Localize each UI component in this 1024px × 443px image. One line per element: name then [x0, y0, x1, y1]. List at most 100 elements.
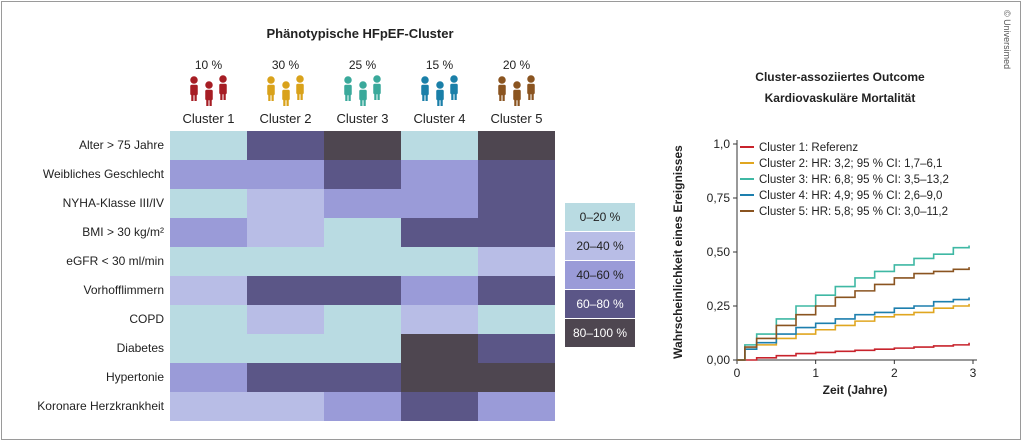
- heatmap-cell: [170, 363, 247, 392]
- row-label: Weibliches Geschlecht: [42, 167, 164, 181]
- cluster-percentage: 20 %: [502, 58, 531, 72]
- cluster-header-5: 20 % Cluster 5: [478, 58, 555, 126]
- heatmap-cell: [247, 247, 324, 276]
- row-label: Vorhofflimmern: [83, 283, 164, 297]
- heatmap-cell: [247, 392, 324, 421]
- heatmap-cell: [478, 392, 555, 421]
- heatmap-cell: [170, 334, 247, 363]
- heatmap-cell: [324, 131, 401, 160]
- heatmap-cell: [324, 276, 401, 305]
- heatmap-cell: [170, 392, 247, 421]
- heatmap-cell: [401, 160, 478, 189]
- heatmap-cell: [478, 131, 555, 160]
- series-line-2: [737, 303, 970, 361]
- heatmap-cell: [401, 276, 478, 305]
- cluster-name: Cluster 5: [490, 111, 543, 126]
- heatmap-cell: [324, 189, 401, 218]
- y-tick-label: 0,00: [707, 353, 731, 367]
- x-tick-label: 2: [891, 366, 898, 380]
- legend-item: 60–80 %: [565, 290, 635, 318]
- row-label: BMI > 30 kg/m²: [82, 225, 164, 239]
- legend-entry: Cluster 4: HR: 4,9; 95 % CI: 2,6–9,0: [759, 190, 942, 202]
- x-tick-label: 1: [812, 366, 819, 380]
- cluster-header-4: 15 % Cluster 4: [401, 58, 478, 126]
- heatmap-cell: [170, 131, 247, 160]
- cluster-header-1: 10 % Cluster 1: [170, 58, 247, 126]
- cluster-name: Cluster 3: [336, 111, 389, 126]
- cluster-name: Cluster 2: [259, 111, 312, 126]
- row-label: Diabetes: [116, 341, 164, 355]
- heatmap-cell: [401, 131, 478, 160]
- heatmap-cell: [401, 334, 478, 363]
- km-chart: 0,00 0,25 0,50 0,75 1,0 0 1 2 3 Zeit (Jahre) Wahrs…: [671, 137, 977, 397]
- legend-entry: Cluster 3: HR: 6,8; 95 % CI: 3,5–13,2: [759, 174, 949, 186]
- copyright-note: © Universimed: [1002, 8, 1016, 98]
- row-label: Koronare Herzkrankheit: [37, 399, 164, 413]
- y-tick-label: 0,75: [707, 191, 731, 205]
- x-axis-label: Zeit (Jahre): [823, 383, 888, 397]
- cluster-percentage: 25 %: [348, 58, 377, 72]
- heatmap-cell: [401, 363, 478, 392]
- copyright-text: © Universimed: [1002, 10, 1012, 70]
- heatmap-cell: [478, 189, 555, 218]
- series-line-4: [737, 297, 970, 361]
- heatmap-cell: [478, 218, 555, 247]
- heatmap-cell: [324, 363, 401, 392]
- chart-title: Cluster-assoziiertes Outcome: [755, 70, 925, 84]
- heatmap-cell: [170, 189, 247, 218]
- row-label: eGFR < 30 ml/min: [66, 254, 164, 268]
- heatmap-cell: [170, 247, 247, 276]
- chart-subtitle: Kardiovaskuläre Mortalität: [764, 91, 916, 105]
- legend-item: 40–60 %: [565, 261, 635, 289]
- heatmap-cell: [401, 189, 478, 218]
- legend-entry: Cluster 1: Referenz: [759, 142, 858, 154]
- legend-item: 0–20 %: [565, 203, 635, 231]
- heatmap-cell: [247, 160, 324, 189]
- heatmap-cell: [324, 392, 401, 421]
- cluster-percentage: 30 %: [271, 58, 300, 72]
- row-label: Alter > 75 Jahre: [78, 138, 164, 152]
- cluster-percentage: 10 %: [194, 58, 223, 72]
- legend-item: 80–100 %: [565, 319, 635, 347]
- heatmap-cell: [247, 131, 324, 160]
- heatmap-cell: [478, 247, 555, 276]
- heatmap-cell: [401, 218, 478, 247]
- cluster-name: Cluster 4: [413, 111, 466, 126]
- heatmap-cell: [401, 392, 478, 421]
- heatmap-cell: [170, 160, 247, 189]
- heatmap-cell: [324, 247, 401, 276]
- heatmap-cell: [401, 305, 478, 334]
- heatmap-cell: [170, 276, 247, 305]
- x-tick-label: 3: [970, 366, 977, 380]
- y-tick-label: 1,0: [713, 137, 730, 151]
- heatmap-cell: [247, 363, 324, 392]
- cluster-name: Cluster 1: [182, 111, 235, 126]
- heatmap-cell: [324, 160, 401, 189]
- series-line-3: [737, 245, 970, 361]
- people-icon: [266, 75, 304, 106]
- heatmap-cell: [478, 305, 555, 334]
- people-icon: [343, 75, 381, 106]
- people-icon: [497, 75, 535, 106]
- y-tick-label: 0,50: [707, 245, 731, 259]
- heatmap-cell: [247, 218, 324, 247]
- y-tick-label: 0,25: [707, 299, 731, 313]
- cluster-header-2: 30 % Cluster 2: [247, 58, 324, 126]
- legend-item: 20–40 %: [565, 232, 635, 260]
- x-tick-label: 0: [734, 366, 741, 380]
- heatmap-cell: [170, 305, 247, 334]
- heatmap-cell: [324, 305, 401, 334]
- heatmap-cell: [478, 160, 555, 189]
- row-label: COPD: [129, 312, 164, 326]
- heatmap-cell: [401, 247, 478, 276]
- heatmap-cell: [324, 334, 401, 363]
- heatmap-cell: [170, 218, 247, 247]
- people-icon: [189, 75, 227, 106]
- row-label: Hypertonie: [105, 370, 164, 384]
- people-icon: [420, 75, 458, 106]
- heatmap-cell: [324, 218, 401, 247]
- series-line-1: [737, 342, 970, 361]
- heatmap-cell: [478, 276, 555, 305]
- heatmap-cell: [478, 363, 555, 392]
